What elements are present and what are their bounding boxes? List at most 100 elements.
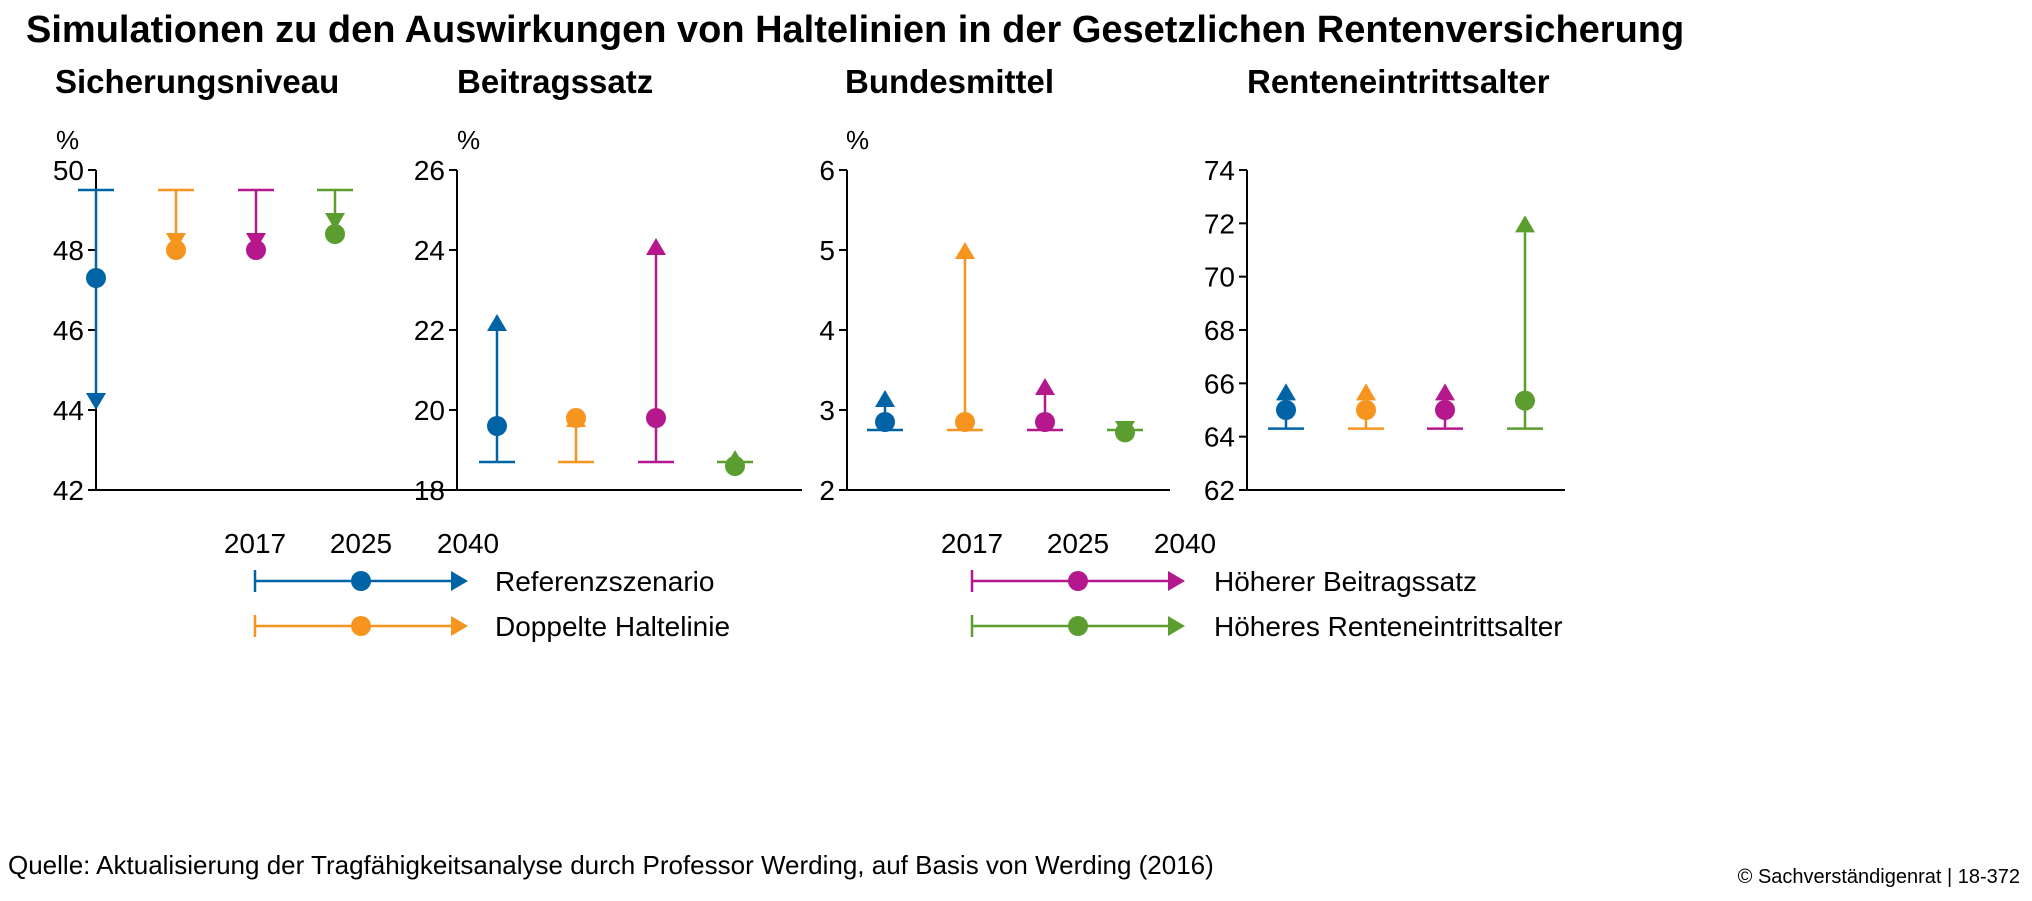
chart-panels: Sicherungsniveau%4244464850Beitragssatz%… xyxy=(53,63,1565,506)
panel-beitragssatz: Beitragssatz% 18 20 22 24 26 xyxy=(414,63,802,506)
series-hoeherer-beitragssatz xyxy=(238,188,274,260)
legend-label: Höheres Renteneintrittsalter xyxy=(1214,611,1563,642)
legend-label: Höherer Beitragssatz xyxy=(1214,566,1477,597)
legend-year-2040: 2040 xyxy=(1154,528,1216,559)
y-tick-label: 46 xyxy=(53,315,84,346)
y-tick-label: 42 xyxy=(53,475,84,506)
y-tick-label: 72 xyxy=(1204,208,1235,239)
point-2025 xyxy=(875,412,895,432)
point-2025 xyxy=(1515,390,1535,411)
y-tick-label: 3 xyxy=(819,395,835,426)
arrow-2040 xyxy=(1356,383,1376,401)
unit-label-sicherungsniveau: % xyxy=(56,125,79,155)
legend-year-2017: 2017 xyxy=(224,528,286,559)
legend-year-2025: 2025 xyxy=(1047,528,1109,559)
series-doppelte-haltelinie xyxy=(158,188,194,260)
series-hoeheres-renteneintrittsalter xyxy=(317,188,353,244)
y-tick-label: 5 xyxy=(819,235,835,266)
panel-title-bundesmittel: Bundesmittel xyxy=(845,63,1054,100)
series-doppelte-haltelinie xyxy=(1348,383,1384,430)
legend-year-2040: 2040 xyxy=(437,528,499,559)
panel-title-beitragssatz: Beitragssatz xyxy=(457,63,653,100)
series-referenzszenario xyxy=(479,314,515,464)
legend-arrow xyxy=(451,616,468,636)
point-2025 xyxy=(246,240,266,260)
copyright-note: © Sachverständigenrat | 18-372 xyxy=(1738,866,2020,888)
y-tick-label: 4 xyxy=(819,315,835,346)
series-hoeherer-beitragssatz xyxy=(638,238,674,464)
arrow-2040 xyxy=(1435,383,1455,401)
y-tick-label: 64 xyxy=(1204,422,1235,453)
y-tick-label: 6 xyxy=(819,155,835,186)
legend-arrow xyxy=(1168,571,1185,591)
series-hoeheres-renteneintrittsalter xyxy=(717,450,753,476)
series-doppelte-haltelinie xyxy=(947,242,983,432)
point-2025 xyxy=(86,268,106,288)
y-tick-label: 50 xyxy=(53,155,84,186)
legend-dot xyxy=(1068,571,1088,591)
y-tick-label: 2 xyxy=(819,475,835,506)
point-2025 xyxy=(1356,400,1376,420)
y-tick-label: 20 xyxy=(414,395,445,426)
legend-item-hoeheres-renteneintrittsalter: Höheres Renteneintrittsalter xyxy=(970,611,1563,642)
series-referenzszenario xyxy=(867,390,903,432)
y-tick-label: 48 xyxy=(53,235,84,266)
legend-year-2025: 2025 xyxy=(330,528,392,559)
legend-dot xyxy=(1068,616,1088,636)
point-2025 xyxy=(955,412,975,432)
arrow-2040 xyxy=(955,242,975,259)
y-tick-label: 62 xyxy=(1204,475,1235,506)
point-2025 xyxy=(487,416,507,436)
arrow-2040 xyxy=(875,390,895,407)
arrow-2040 xyxy=(1276,383,1296,401)
arrow-2040 xyxy=(1515,215,1535,233)
y-tick-label: 74 xyxy=(1204,155,1235,186)
arrow-2040 xyxy=(1035,378,1055,395)
point-2025 xyxy=(646,408,666,428)
legend: 2017 2025 2040 Referenzszenario Doppelte Hal… xyxy=(224,528,1563,642)
y-tick-label: 66 xyxy=(1204,368,1235,399)
series-referenzszenario xyxy=(78,188,114,410)
legend-label: Referenzszenario xyxy=(495,566,714,597)
y-tick-label: 24 xyxy=(414,235,445,266)
y-tick-label: 18 xyxy=(414,475,445,506)
unit-label-bundesmittel: % xyxy=(846,125,869,155)
source-note: Quelle: Aktualisierung der Tragfähigkeit… xyxy=(8,850,1214,880)
series-hoeherer-beitragssatz xyxy=(1027,378,1063,432)
series-hoeheres-renteneintrittsalter xyxy=(1507,215,1543,430)
series-doppelte-haltelinie xyxy=(558,408,594,464)
panel-title-sicherungsniveau: Sicherungsniveau xyxy=(55,63,339,100)
point-2025 xyxy=(1115,422,1135,443)
arrow-2040 xyxy=(325,213,345,230)
point-2025 xyxy=(325,224,345,244)
y-tick-label: 68 xyxy=(1204,315,1235,346)
series-hoeherer-beitragssatz xyxy=(1427,383,1463,430)
y-tick-label: 44 xyxy=(53,395,84,426)
legend-item-doppelte-haltelinie: Doppelte Haltelinie xyxy=(253,611,730,642)
unit-label-beitragssatz: % xyxy=(457,125,480,155)
arrow-2040 xyxy=(646,238,666,255)
legend-dot xyxy=(351,571,371,591)
panel-renteneintrittsalter: Renteneintrittsalter 62 64 66 68 70 72 74 xyxy=(1204,63,1565,506)
arrow-2040 xyxy=(86,393,106,410)
point-2025 xyxy=(566,408,586,428)
y-tick-label: 26 xyxy=(414,155,445,186)
legend-label: Doppelte Haltelinie xyxy=(495,611,730,642)
point-2025 xyxy=(166,240,186,260)
series-referenzszenario xyxy=(1268,383,1304,430)
legend-arrow xyxy=(1168,616,1185,636)
panel-bundesmittel: Bundesmittel% 2 3 4 5 6 xyxy=(819,63,1170,506)
point-2025 xyxy=(1035,412,1055,432)
series-hoeheres-renteneintrittsalter xyxy=(1107,421,1143,443)
panel-title-renteneintrittsalter: Renteneintrittsalter xyxy=(1247,63,1550,100)
legend-item-referenzszenario: Referenzszenario xyxy=(253,566,714,597)
y-tick-label: 22 xyxy=(414,315,445,346)
panel-sicherungsniveau: Sicherungsniveau% 42 44 46 48 50 xyxy=(53,63,489,506)
chart-title: Simulationen zu den Auswirkungen von Hal… xyxy=(26,9,1684,51)
legend-arrow xyxy=(451,571,468,591)
legend-dot xyxy=(351,616,371,636)
legend-item-hoeherer-beitragssatz: Höherer Beitragssatz xyxy=(970,566,1477,597)
y-tick-label: 70 xyxy=(1204,262,1235,293)
arrow-2040 xyxy=(487,314,507,331)
